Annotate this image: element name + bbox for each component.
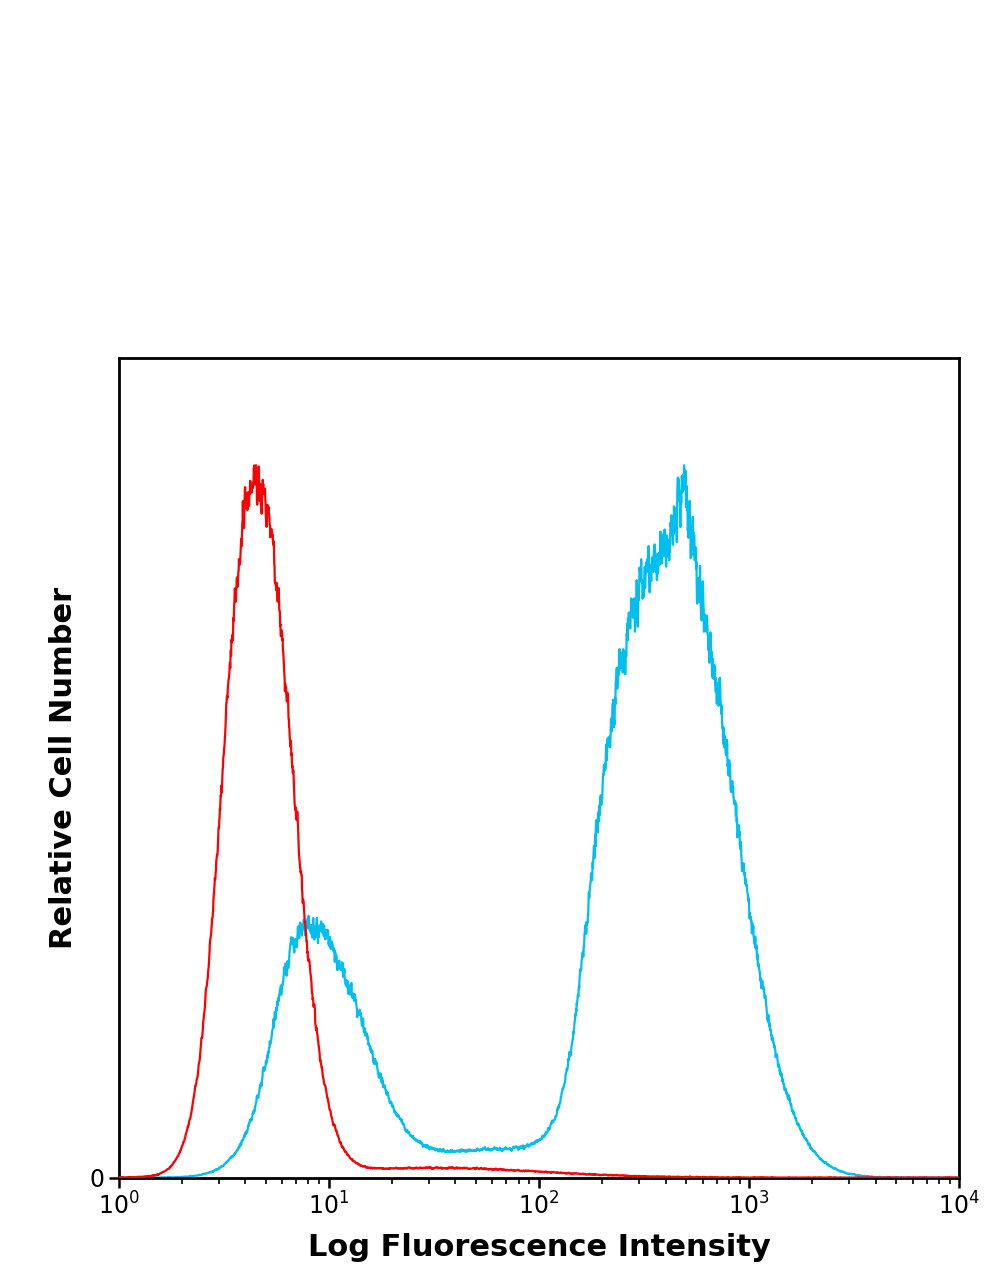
Y-axis label: Relative Cell Number: Relative Cell Number: [49, 588, 78, 948]
X-axis label: Log Fluorescence Intensity: Log Fluorescence Intensity: [308, 1233, 770, 1262]
